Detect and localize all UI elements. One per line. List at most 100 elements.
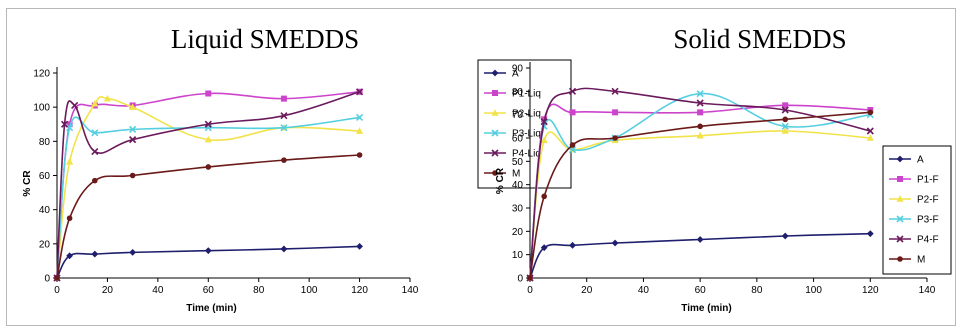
- data-point: [356, 152, 363, 158]
- y-tick-label: 100: [33, 103, 50, 114]
- y-tick-label: 40: [512, 180, 524, 191]
- y-tick-label: 20: [512, 227, 524, 238]
- series-p4-f: [526, 87, 874, 282]
- data-point: [66, 124, 74, 132]
- data-point: [205, 164, 212, 170]
- legend-marker: [492, 90, 498, 96]
- legend-item: P2-F: [889, 195, 939, 206]
- data-point: [781, 122, 789, 130]
- data-point: [781, 232, 789, 240]
- legend-item: P2-Liq: [484, 109, 541, 120]
- series-p4-liq: [53, 88, 364, 282]
- data-point: [60, 120, 69, 128]
- data-point: [697, 109, 704, 116]
- legend-item: P3-F: [889, 215, 939, 226]
- data-point: [867, 109, 874, 116]
- legend-box: [477, 59, 572, 189]
- y-tick-label: 30: [512, 204, 524, 215]
- data-point: [204, 247, 212, 255]
- legend-item: P1-Liq: [484, 89, 541, 100]
- data-point: [569, 142, 576, 148]
- data-point: [129, 248, 137, 256]
- legend-label: P3-Liq: [512, 129, 541, 140]
- data-point: [866, 127, 874, 135]
- legend-marker: [896, 195, 904, 202]
- series-line: [529, 130, 871, 279]
- x-tick-label: 100: [301, 285, 318, 296]
- data-point: [866, 134, 874, 141]
- data-point: [91, 148, 99, 156]
- legend-marker: [897, 176, 903, 182]
- y-tick-label: 60: [512, 134, 524, 145]
- data-point: [355, 127, 364, 134]
- legend-marker: [491, 109, 499, 116]
- data-point: [280, 245, 288, 253]
- legend-label: A: [917, 155, 924, 166]
- data-point: [612, 135, 618, 141]
- data-point: [781, 106, 789, 114]
- data-point: [696, 90, 704, 98]
- data-point: [569, 241, 576, 249]
- data-point: [129, 103, 137, 110]
- y-tick-label: 50: [512, 157, 524, 168]
- series-line: [56, 91, 360, 279]
- data-point: [204, 120, 212, 128]
- data-point: [91, 99, 99, 107]
- y-tick-label: 70: [512, 110, 524, 121]
- legend: A P1-F P2-F P3-F P4-F M: [882, 145, 952, 275]
- data-point: [781, 127, 789, 134]
- x-tick-label: 100: [805, 285, 822, 296]
- data-point: [129, 125, 137, 133]
- data-point: [541, 193, 547, 200]
- x-tick-label: 120: [351, 285, 368, 296]
- legend-label: P4-Liq: [512, 149, 541, 160]
- y-tick-label: 60: [39, 171, 51, 182]
- x-tick-label: 40: [638, 285, 650, 296]
- data-point: [129, 172, 136, 179]
- data-point: [697, 123, 703, 130]
- legend-label: P3-F: [917, 215, 939, 226]
- data-point: [568, 87, 577, 95]
- legend: A P1-Liq P2-Liq P3-Liq P4-Liq M: [477, 59, 572, 189]
- y-tick-label: 80: [39, 137, 51, 148]
- data-point: [54, 275, 60, 281]
- data-point: [91, 129, 99, 137]
- legend-item: A: [484, 69, 519, 80]
- data-point: [356, 113, 364, 121]
- data-point: [129, 136, 137, 144]
- chart-2: Solid SMEDDS 0 10 20 30 40 50 60 70 80 90 0 20 40 60 80…: [495, 24, 952, 314]
- legend-marker: [897, 256, 903, 262]
- legend-item: P4-F: [889, 235, 939, 246]
- legend-marker: [896, 215, 904, 223]
- data-point: [611, 87, 619, 95]
- chart-title: Solid SMEDDS: [673, 24, 846, 54]
- data-point: [696, 236, 704, 243]
- x-tick-label: 0: [54, 285, 60, 296]
- series-line: [529, 103, 871, 279]
- x-tick-label: 80: [751, 285, 763, 296]
- data-point: [782, 116, 789, 123]
- series-p3-f: [526, 90, 874, 282]
- y-axis-title: % CR: [22, 170, 33, 197]
- series-a: [53, 242, 363, 282]
- legend-item: A: [889, 155, 924, 166]
- y-tick-label: 0: [44, 274, 50, 285]
- legend-label: M: [917, 255, 925, 266]
- data-point: [66, 121, 73, 128]
- y-tick-label: 20: [39, 239, 51, 250]
- data-point: [540, 136, 548, 144]
- figure-frame: [6, 8, 956, 326]
- data-point: [280, 112, 288, 120]
- legend-marker: [491, 129, 499, 137]
- data-point: [527, 275, 533, 281]
- x-tick-label: 60: [203, 285, 215, 296]
- data-point: [66, 158, 74, 165]
- x-tick-label: 0: [527, 285, 533, 296]
- data-point: [66, 252, 74, 260]
- legend-box: [882, 145, 952, 275]
- legend-label: A: [512, 69, 519, 80]
- y-tick-label: 80: [512, 87, 524, 98]
- y-tick-label: 90: [512, 64, 524, 75]
